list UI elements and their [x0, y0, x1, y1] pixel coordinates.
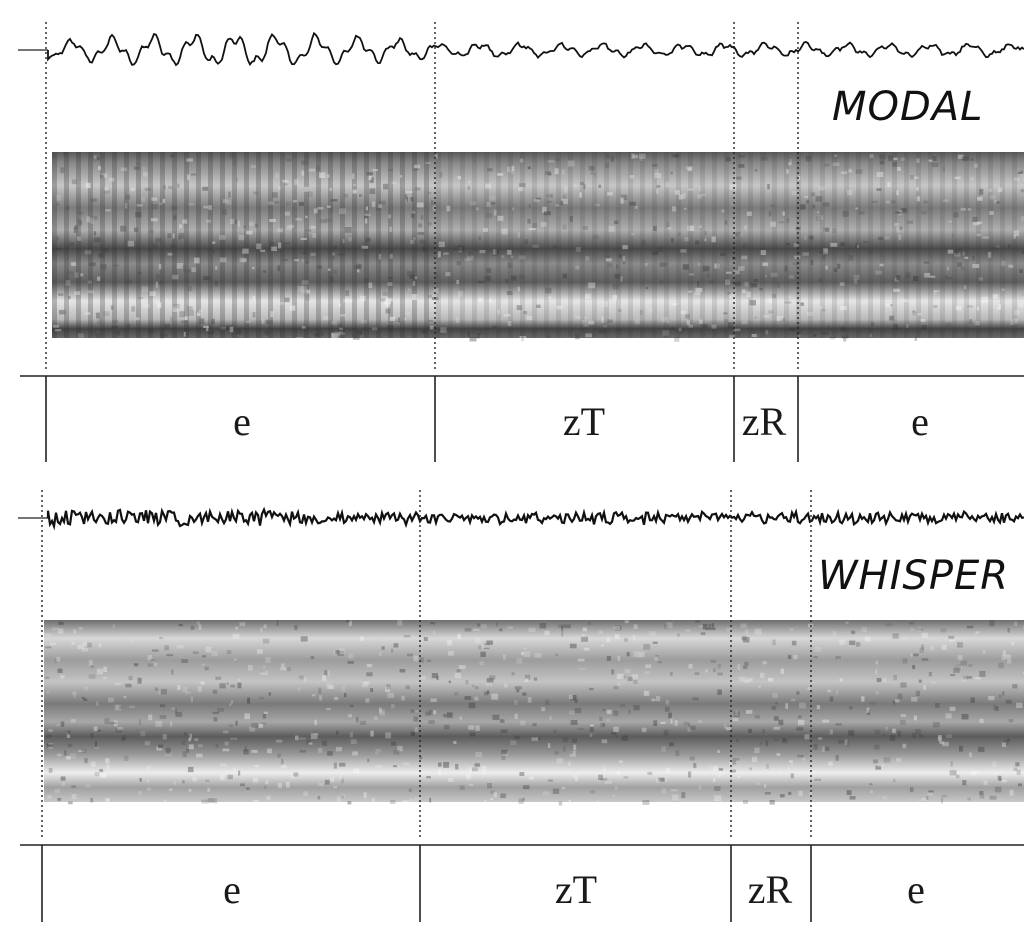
modal-mode-label: MODAL [832, 84, 983, 130]
modal-segment-label-zr: zR [742, 398, 786, 445]
whisper-segment-label-zt: zT [555, 866, 597, 913]
modal-segment-label-zt: zT [563, 398, 605, 445]
modal-waveform [48, 33, 1024, 65]
whisper-waveform [48, 510, 1024, 527]
whisper-spectrogram [44, 620, 1024, 802]
whisper-segment-label-e1: e [223, 866, 241, 913]
whisper-mode-label: WHISPER [818, 553, 1009, 599]
whisper-segment-label-zr: zR [748, 866, 792, 913]
modal-segment-label-e2: e [911, 398, 929, 445]
modal-segment-label-e1: e [233, 398, 251, 445]
whisper-segment-label-e2: e [907, 866, 925, 913]
